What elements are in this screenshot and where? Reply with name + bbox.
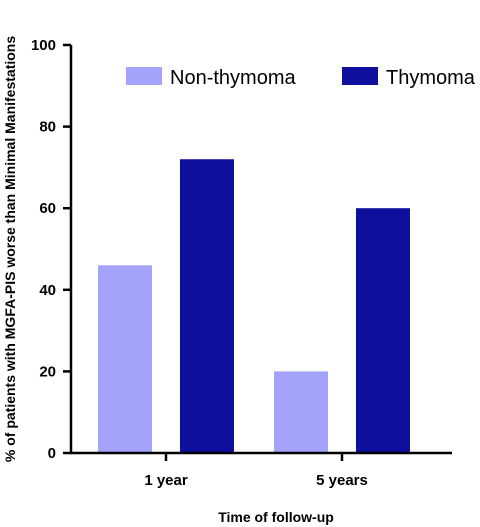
y-ticks-group: 0 20 40 60 80 100 bbox=[31, 37, 71, 462]
bar-thymoma-1 bbox=[356, 208, 410, 453]
legend-label-non-thymoma: Non-thymoma bbox=[170, 67, 296, 89]
y-tick-label: 40 bbox=[39, 282, 56, 299]
x-tick-label: 5 years bbox=[316, 472, 368, 489]
legend-label-thymoma: Thymoma bbox=[386, 67, 476, 89]
y-tick-label: 20 bbox=[39, 363, 56, 380]
y-tick-label: 100 bbox=[31, 37, 56, 54]
legend-swatch-thymoma bbox=[342, 67, 378, 85]
legend-swatch-non-thymoma bbox=[126, 67, 162, 85]
x-tick-label: 1 year bbox=[144, 472, 188, 489]
legend: Non-thymoma Thymoma bbox=[126, 67, 476, 89]
bars-group bbox=[98, 159, 410, 454]
bar-thymoma-0 bbox=[180, 159, 234, 454]
x-axis-title: Time of follow-up bbox=[218, 509, 334, 525]
bar-non-thymoma-1 bbox=[274, 371, 328, 453]
y-axis-title: % of patients with MGFA-PIS worse than M… bbox=[2, 36, 18, 462]
x-ticks-group: 1 year 5 years bbox=[144, 453, 368, 489]
y-tick-label: 0 bbox=[48, 445, 56, 462]
y-tick-label: 80 bbox=[39, 119, 56, 136]
axes-group bbox=[69, 45, 452, 455]
bar-non-thymoma-0 bbox=[98, 265, 152, 453]
y-tick-label: 60 bbox=[39, 200, 56, 217]
